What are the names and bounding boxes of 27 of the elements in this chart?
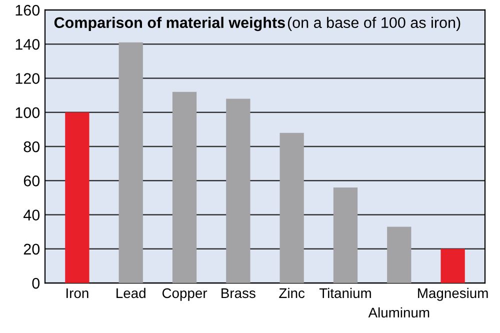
chart-title: Comparison of material weights (54, 16, 285, 32)
bar (226, 98, 250, 284)
x-tick-label: Lead (116, 288, 146, 298)
y-tick-label: 120 (16, 73, 40, 84)
bar (280, 132, 304, 284)
y-tick-label: 80 (24, 141, 40, 152)
y-tick-label: 100 (16, 107, 40, 118)
bar (440, 248, 465, 284)
x-tick-label: Magnesium (418, 288, 488, 301)
x-tick-label: Brass (222, 288, 256, 298)
x-tick-label: Aluminum (368, 307, 430, 318)
bar (65, 112, 90, 284)
x-tick-label: Titanium (319, 288, 371, 298)
chart-subtitle: (on a base of 100 as iron) (288, 16, 460, 32)
x-tick-label: Zinc (279, 288, 305, 298)
bar (172, 92, 197, 284)
y-tick-label: 0 (32, 278, 40, 289)
x-tick-label: Copper (162, 288, 208, 301)
x-tick-label: Iron (66, 288, 88, 298)
y-tick-label: 140 (16, 38, 40, 50)
y-tick-label: 60 (24, 176, 40, 186)
bar (333, 187, 358, 284)
bar (387, 226, 412, 284)
bar (118, 42, 143, 284)
y-tick-label: 20 (24, 244, 40, 255)
y-tick-label: 160 (16, 4, 40, 16)
y-tick-label: 40 (24, 210, 40, 220)
